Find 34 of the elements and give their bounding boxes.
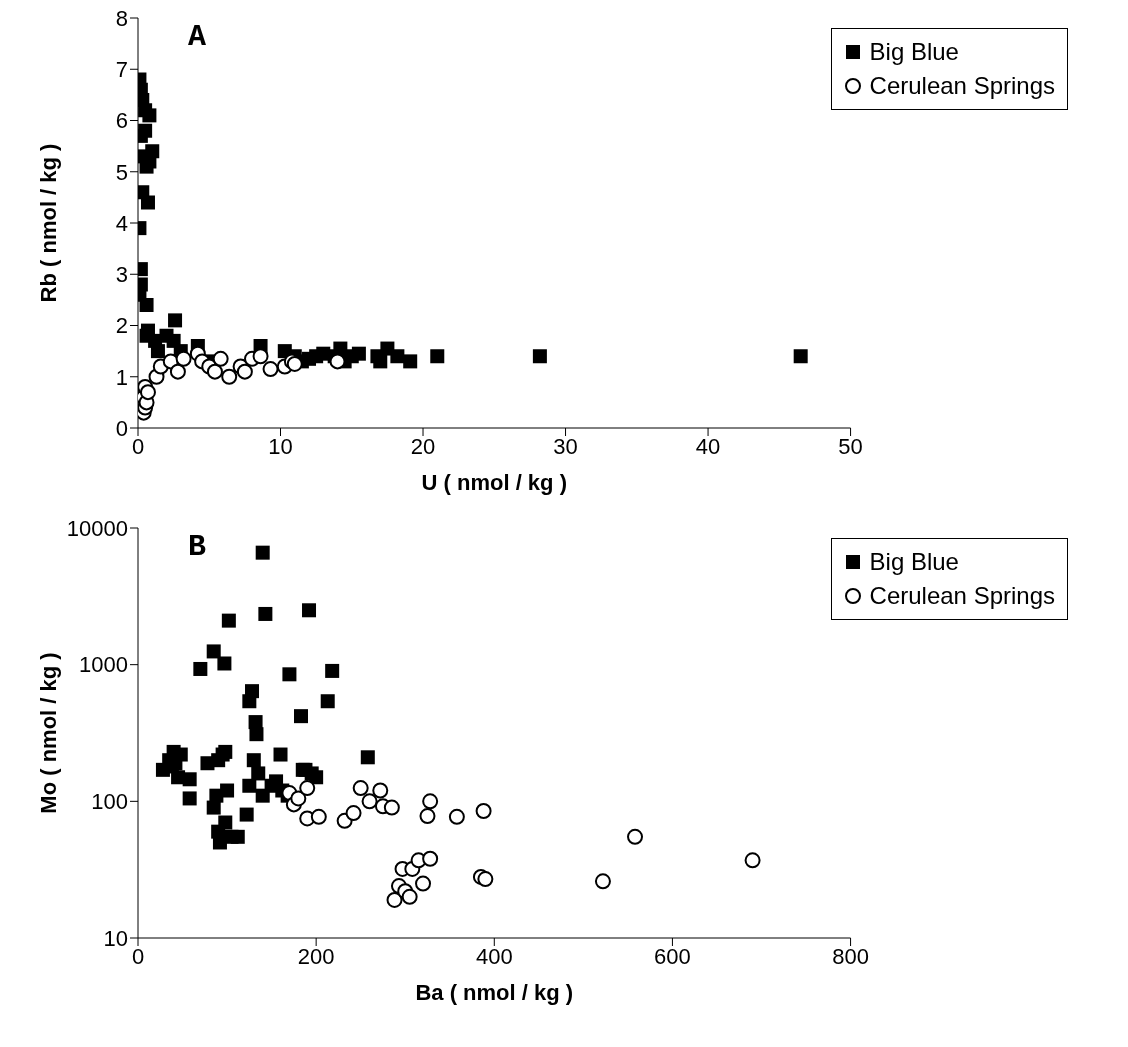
x-tick-label: 30 (553, 433, 578, 459)
x-tick-label: 20 (410, 433, 436, 459)
annotation: B (188, 530, 207, 564)
y-tick-label: 2 (115, 313, 128, 339)
y-tick-label: 100 (91, 789, 128, 815)
y-axis-title: Mo ( nmol / kg ) (35, 652, 61, 814)
x-tick-label: 50 (838, 433, 863, 459)
y-tick-label: 1000 (79, 652, 128, 678)
y-tick-label: 5 (115, 159, 128, 185)
x-tick-label: 400 (475, 943, 513, 969)
x-tick-label: 40 (695, 433, 721, 459)
x-tick-label: 600 (654, 943, 691, 969)
y-tick-label: 10 (103, 925, 128, 951)
annotation: A (188, 20, 207, 54)
y-tick-label: 1 (115, 364, 128, 390)
y-tick-label: 10000 (66, 515, 128, 541)
y-tick-label: 0 (115, 415, 128, 441)
x-tick-label: 0 (131, 433, 145, 459)
legend-label: Big Blue (869, 37, 959, 67)
x-tick-label: 0 (131, 943, 145, 969)
legend-label: Cerulean Springs (869, 581, 1055, 611)
y-tick-label: 6 (115, 108, 128, 134)
y-tick-label: 3 (115, 262, 128, 288)
x-tick-label: 10 (268, 433, 293, 459)
legend-label: Cerulean Springs (869, 71, 1055, 101)
y-tick-label: 8 (115, 5, 128, 31)
x-tick-label: 200 (297, 943, 335, 969)
y-tick-label: 4 (115, 210, 128, 236)
x-tick-label: 800 (832, 943, 869, 969)
y-axis-title: Rb ( nmol / kg ) (35, 143, 61, 303)
y-tick-label: 7 (115, 57, 128, 83)
x-axis-title: Ba ( nmol / kg ) (415, 980, 574, 1005)
x-axis-title: U ( nmol / kg ) (421, 470, 568, 495)
legend-label: Big Blue (869, 547, 959, 577)
